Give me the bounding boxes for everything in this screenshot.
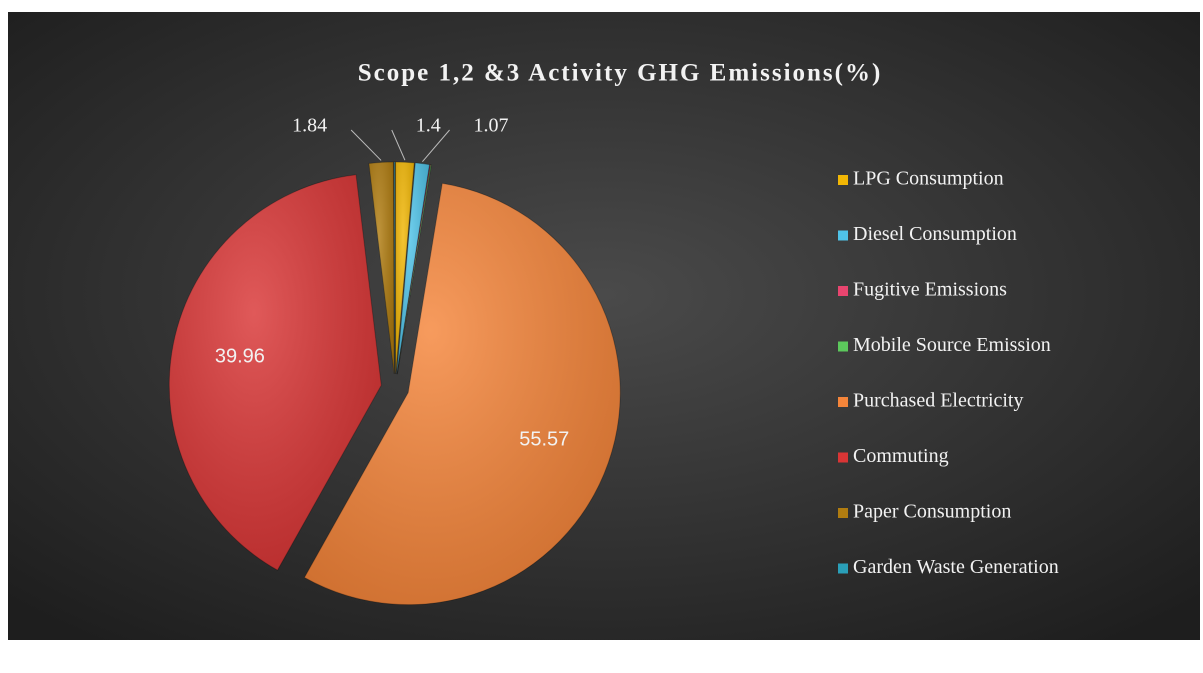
data-label: 55.57	[519, 428, 569, 450]
legend-swatch	[838, 563, 848, 574]
leader-line	[391, 129, 406, 161]
slice-shade	[304, 183, 621, 605]
legend-label: Commuting	[853, 445, 949, 467]
slice-shade	[397, 164, 431, 375]
legend-label: Garden Waste Generation	[853, 556, 1059, 578]
legend-label: Paper Consumption	[853, 501, 1011, 523]
legend-label: Diesel Consumption	[853, 223, 1017, 245]
slice-shade	[368, 162, 395, 375]
slice-shade	[169, 174, 382, 571]
legend-label: Fugitive Emissions	[853, 279, 1007, 301]
legend-swatch	[838, 230, 848, 241]
slice-shade	[395, 162, 415, 375]
slice-shade	[394, 162, 395, 375]
slice-shade	[396, 162, 430, 375]
slice-shade	[397, 164, 432, 375]
legend-swatch	[838, 175, 848, 185]
data-label: 1.07	[474, 115, 509, 137]
legend-swatch	[838, 397, 848, 407]
data-label: 39.96	[215, 345, 265, 367]
legend-swatch	[838, 341, 848, 352]
legend-label: LPG Consumption	[853, 168, 1004, 190]
legend-swatch	[838, 452, 848, 463]
legend-label: Mobile Source Emission	[853, 334, 1051, 356]
legend-swatch	[838, 508, 848, 518]
data-label: 1.84	[292, 115, 327, 137]
legend-swatch	[838, 286, 848, 296]
leader-line	[422, 129, 450, 162]
data-label: 1.4	[416, 115, 441, 137]
chart-title: Scope 1,2 &3 Activity GHG Emissions(%)	[358, 60, 883, 87]
legend-label: Purchased Electricity	[853, 390, 1024, 412]
leader-line	[350, 129, 382, 161]
